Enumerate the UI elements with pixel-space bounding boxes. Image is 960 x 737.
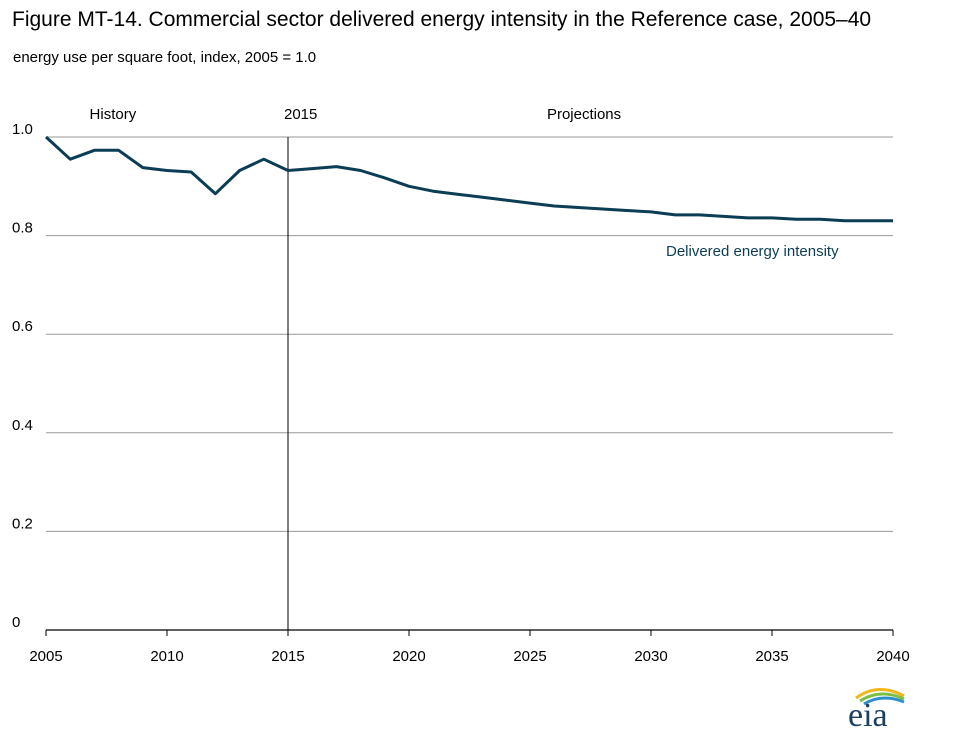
history-projection-divider: 2015 History Projections	[90, 106, 621, 630]
chart-title: Figure MT-14. Commercial sector delivere…	[12, 8, 872, 31]
x-tick-label: 2025	[513, 648, 546, 665]
x-tick-label: 2015	[271, 648, 304, 665]
y-tick-label: 0.2	[12, 515, 33, 532]
divider-label: 2015	[284, 106, 317, 123]
y-axis-tick-labels: 0 0.2 0.4 0.6 0.8 1.0	[12, 121, 33, 631]
x-tick-label: 2035	[755, 648, 788, 665]
x-tick-label: 2010	[150, 648, 183, 665]
x-tick-label: 2040	[876, 648, 909, 665]
svg-text:eia: eia	[848, 697, 888, 732]
y-tick-label: 0.6	[12, 318, 33, 335]
region-label: History	[90, 106, 137, 123]
x-tick-label: 2005	[29, 648, 62, 665]
x-tick-label: 2020	[392, 648, 425, 665]
y-tick-label: 1.0	[12, 121, 33, 138]
region-label: Projections	[547, 106, 621, 123]
y-tick-label: 0	[12, 614, 20, 631]
series-label: Delivered energy intensity	[666, 243, 839, 260]
y-tick-label: 0.8	[12, 220, 33, 237]
x-tick-label: 2030	[634, 648, 667, 665]
eia-logo: eia	[842, 684, 912, 734]
x-axis-tick-labels: 2005 2010 2015 2020 2025 2030 2035 2040	[29, 630, 910, 665]
y-tick-label: 0.4	[12, 417, 33, 434]
chart-subtitle: energy use per square foot, index, 2005 …	[13, 49, 317, 66]
series-lines: Delivered energy intensity	[44, 135, 893, 260]
grid-lines	[46, 136, 893, 631]
series-line	[44, 135, 893, 223]
